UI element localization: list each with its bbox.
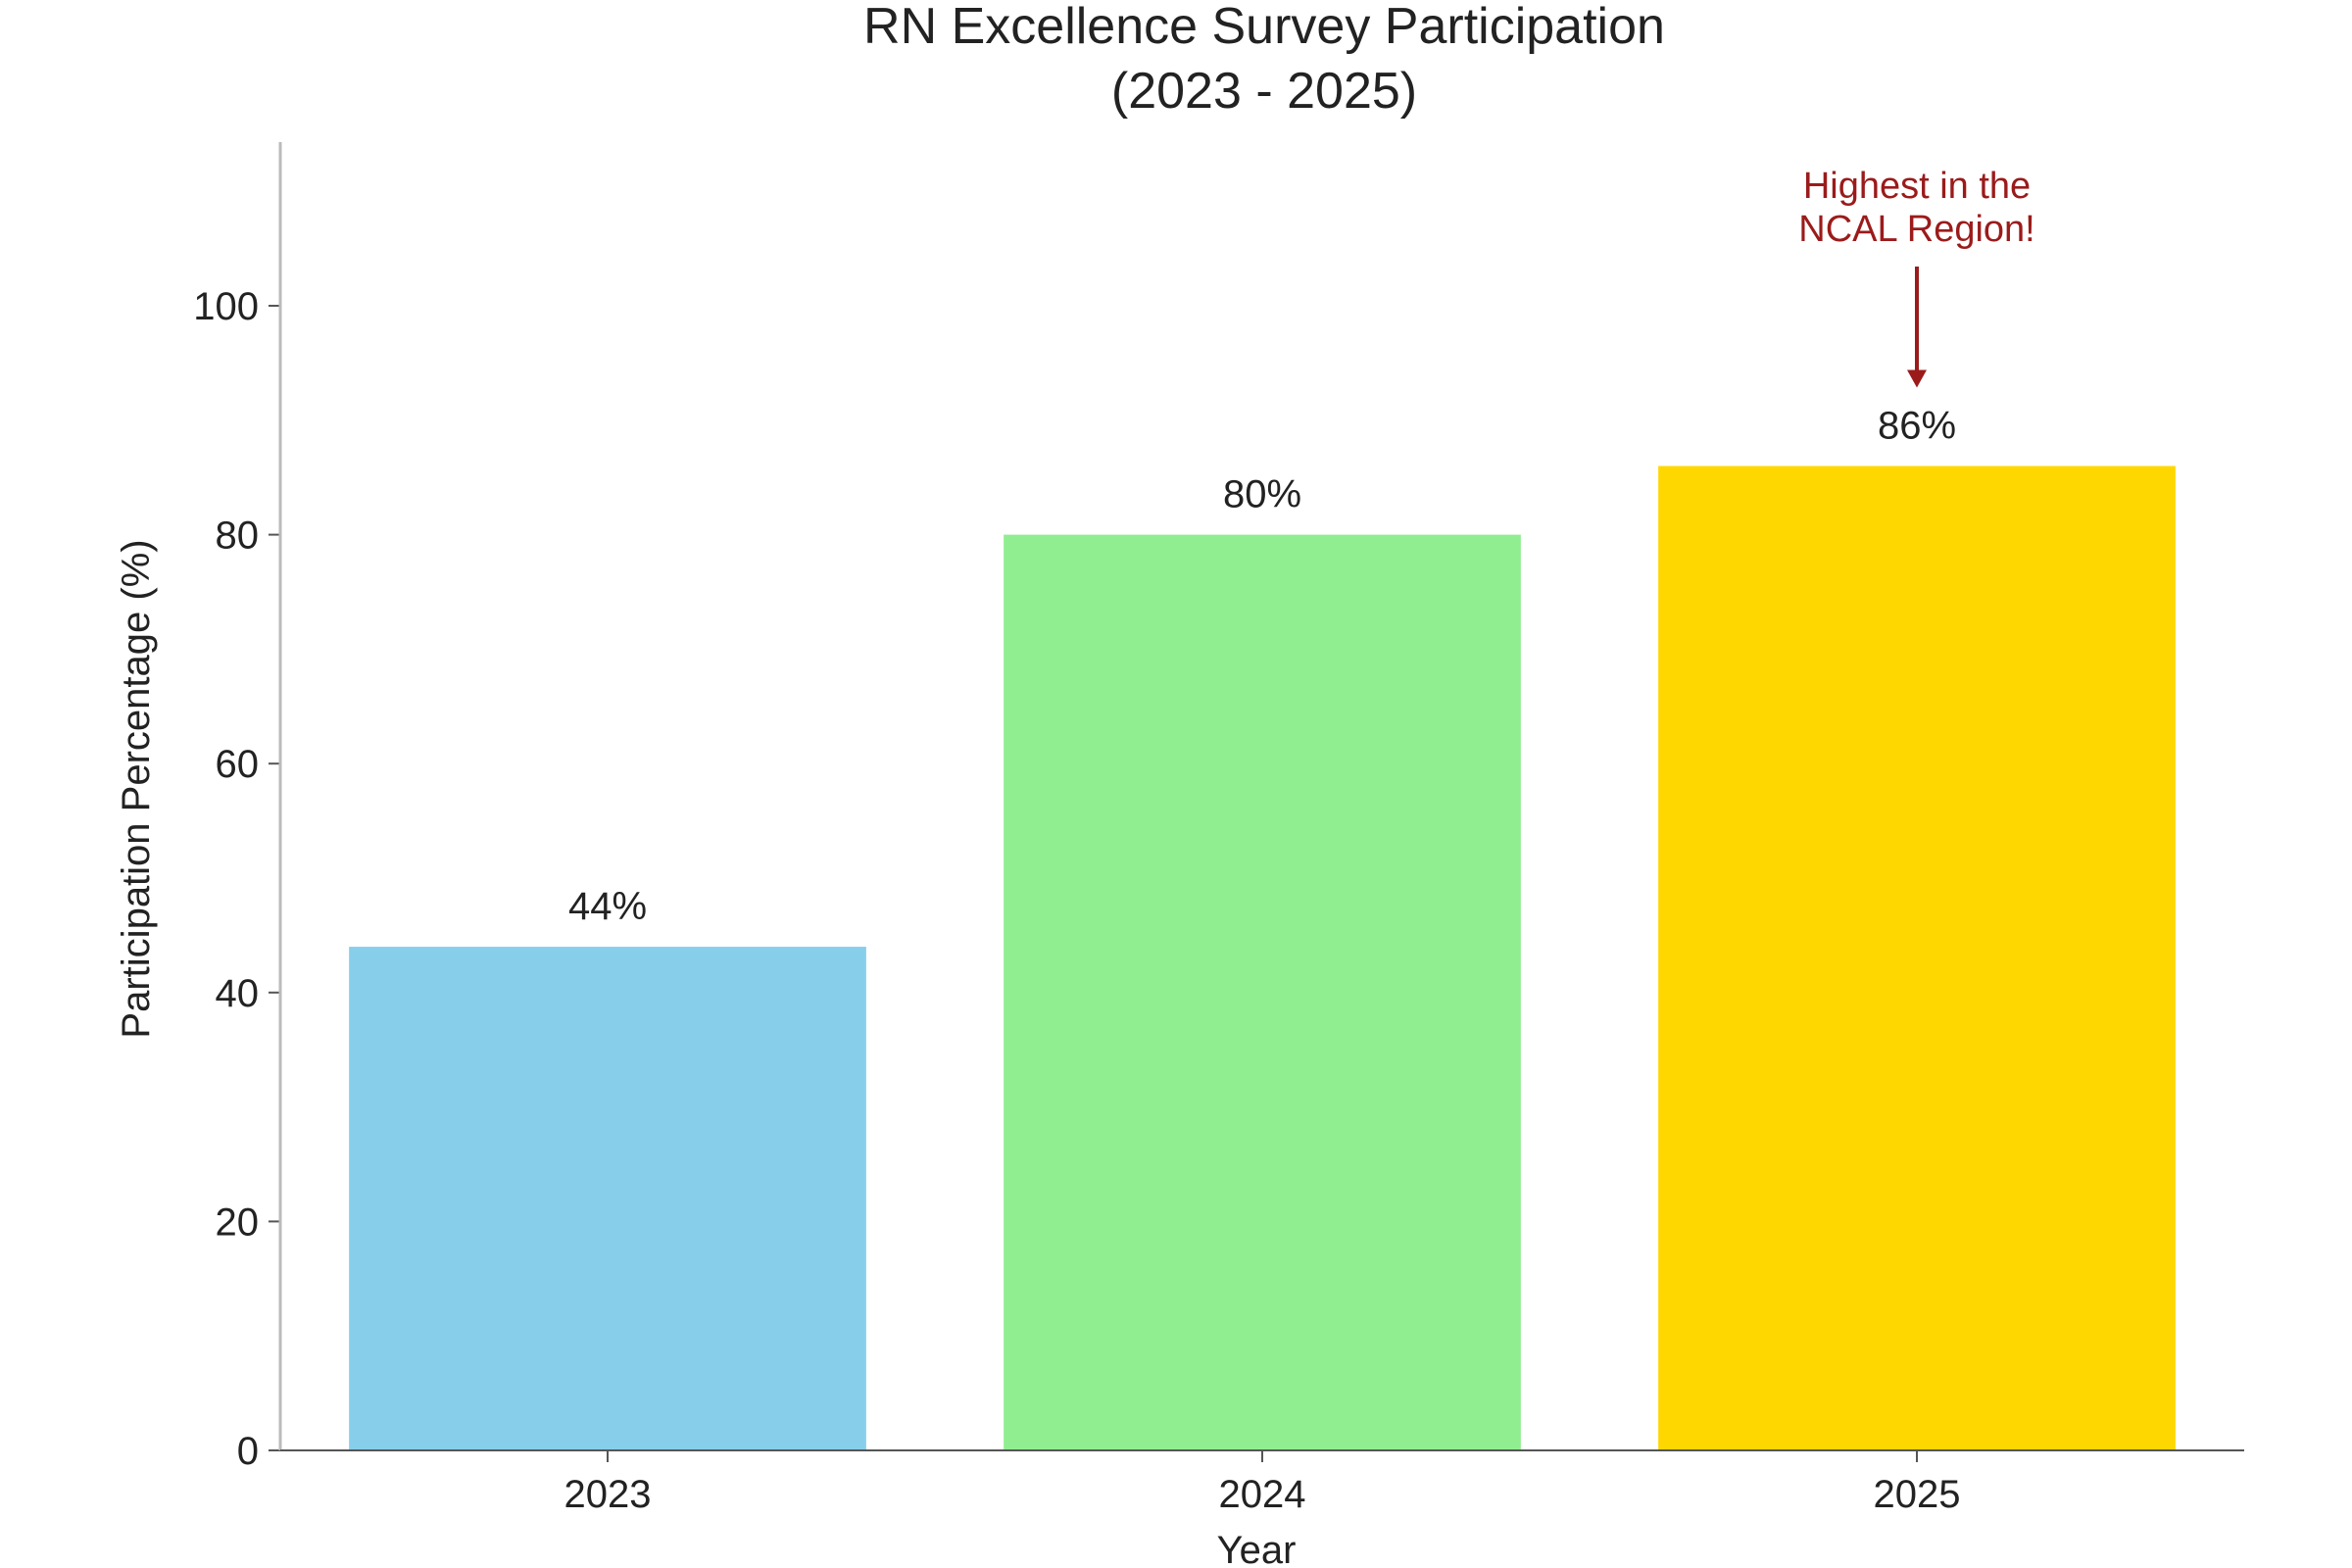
y-tick-label: 60 (216, 743, 260, 786)
x-tick-label: 2023 (564, 1473, 652, 1516)
plot-area: 0 20 40 60 80 100 2023 44% 2024 80% 2025 86% Highest… (193, 166, 2176, 1516)
x-axis-label: Year (1217, 1529, 1297, 1568)
y-tick-label: 20 (216, 1200, 260, 1244)
chart-title: RN Excellence Survey Participation (863, 0, 1665, 55)
annotation-arrow-head (1907, 369, 1927, 388)
bar-2025 (1658, 466, 2176, 1450)
y-tick-label: 40 (216, 972, 260, 1015)
y-tick-label: 80 (216, 514, 260, 558)
y-tick-label: 0 (237, 1430, 259, 1473)
data-label: 80% (1223, 473, 1301, 516)
y-tick-label: 100 (193, 285, 259, 328)
data-label: 44% (568, 885, 647, 928)
bar-2024 (1004, 534, 1521, 1450)
x-tick-label: 2025 (1874, 1473, 1961, 1516)
annotation-text: NCAL Region! (1798, 209, 2035, 250)
chart-subtitle: (2023 - 2025) (1111, 63, 1417, 120)
bar-2023 (349, 947, 866, 1450)
annotation-text: Highest in the (1803, 166, 2031, 207)
x-tick-label: 2024 (1219, 1473, 1306, 1516)
data-label: 86% (1878, 405, 1956, 448)
y-axis-label: Participation Percentage (%) (115, 539, 158, 1038)
